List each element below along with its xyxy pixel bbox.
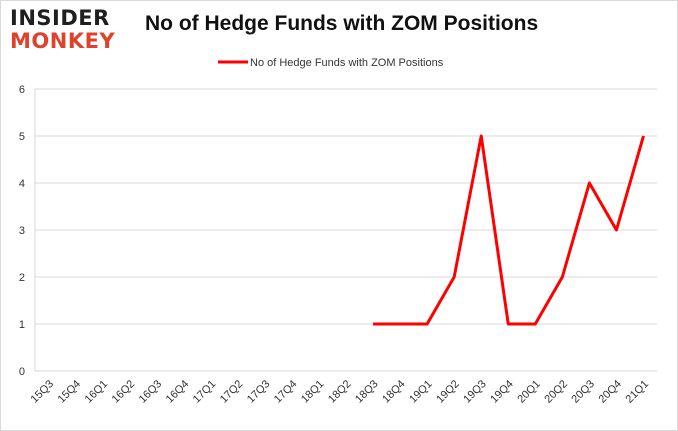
x-tick-label: 21Q1 [624,378,652,406]
legend-label: No of Hedge Funds with ZOM Positions [250,57,444,69]
y-tick-label: 2 [19,272,25,284]
x-tick-label: 16Q4 [164,378,192,406]
x-tick-label: 15Q4 [56,378,84,406]
y-tick-label: 3 [19,225,25,237]
y-tick-label: 0 [19,366,25,378]
x-tick-label: 19Q4 [488,378,516,406]
x-tick-label: 17Q4 [272,378,300,406]
legend: No of Hedge Funds with ZOM Positions [218,57,444,69]
x-tick-label: 20Q3 [569,378,597,406]
x-tick-label: 17Q1 [191,378,219,406]
x-tick-label: 17Q3 [245,378,273,406]
y-tick-label: 6 [19,84,25,96]
x-tick-label: 19Q3 [461,378,489,406]
y-tick-label: 1 [19,319,25,331]
x-tick-label: 18Q3 [353,378,381,406]
x-tick-label: 18Q4 [380,378,408,406]
x-tick-labels: 15Q3 15Q4 16Q1 16Q2 16Q3 16Q4 17Q1 17Q2 17Q3 17Q4… [29,378,651,406]
x-tick-label: 20Q4 [596,378,624,406]
y-tick-label: 4 [19,178,25,190]
x-tick-label: 17Q2 [218,378,246,406]
x-tick-label: 18Q1 [299,378,327,406]
grid-lines [35,89,657,371]
x-tick-label: 19Q1 [407,378,435,406]
y-tick-labels: 0 1 2 3 4 5 6 [19,84,25,378]
x-tick-label: 20Q2 [542,378,570,406]
x-tick-label: 20Q1 [515,378,543,406]
x-tick-label: 16Q1 [83,378,111,406]
x-tick-label: 16Q2 [110,378,138,406]
x-tick-label: 15Q3 [29,378,57,406]
x-tick-label: 18Q2 [326,378,354,406]
y-tick-label: 5 [19,131,25,143]
x-tick-label: 16Q3 [137,378,165,406]
x-tick-label: 19Q2 [434,378,462,406]
